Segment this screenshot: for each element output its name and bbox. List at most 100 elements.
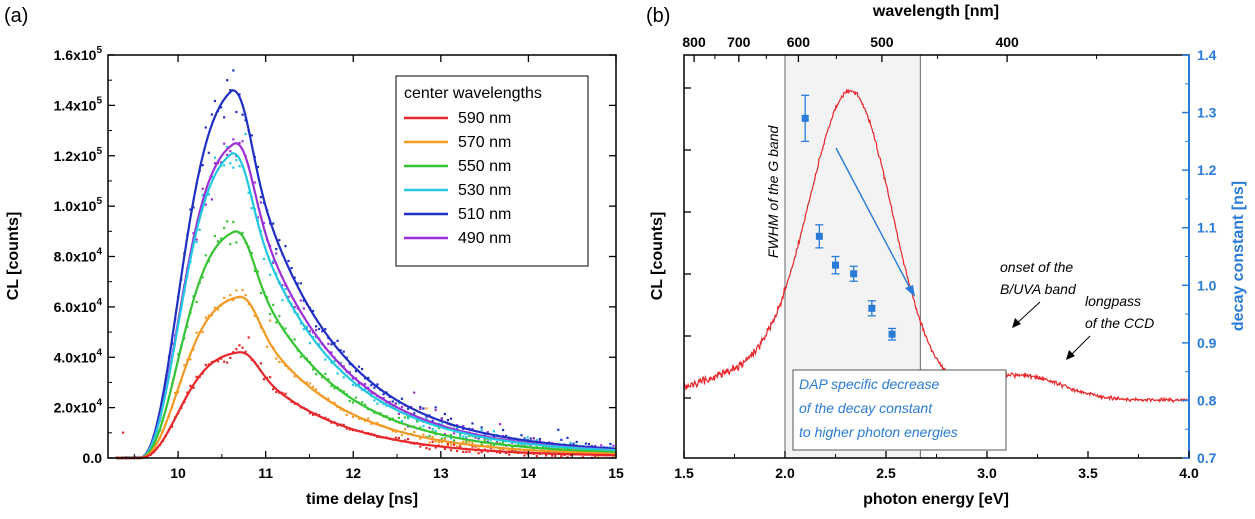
scatter-point (474, 436, 477, 439)
scatter-point (284, 364, 287, 367)
scatter-point (554, 446, 557, 449)
scatter-point (189, 358, 192, 361)
scatter-point (419, 445, 422, 448)
scatter-point (275, 321, 278, 324)
top-tick-label: 800 (682, 34, 706, 50)
scatter-point (229, 150, 232, 153)
scatter-point (244, 132, 247, 136)
scatter-point (357, 417, 361, 420)
scatter-point (293, 306, 296, 309)
scatter-point (305, 381, 309, 384)
scatter-point (204, 254, 207, 257)
scatter-point (443, 438, 446, 441)
y-tick-label: 6.0x104 (54, 297, 103, 315)
scatter-point (449, 433, 453, 437)
scatter-point (348, 371, 351, 374)
scatter-point (229, 356, 232, 359)
scatter-point (253, 181, 256, 184)
scatter-point (541, 446, 545, 449)
scatter-point (192, 206, 195, 209)
scatter-point (232, 138, 235, 141)
scatter-point (207, 314, 210, 317)
scatter-point (443, 432, 446, 436)
scatter-point (219, 161, 223, 164)
x-tick-label: 2.0 (775, 465, 795, 481)
scatter-point (514, 449, 517, 452)
scatter-point (308, 382, 312, 385)
scatter-point (241, 231, 244, 234)
scatter-point (354, 384, 358, 387)
scatter-point (269, 312, 272, 316)
scatter-point (272, 261, 275, 264)
scatter-point (520, 434, 523, 437)
scatter-point (241, 113, 244, 116)
scatter-point (348, 399, 351, 403)
scatter-point (443, 412, 446, 416)
scatter-point (247, 191, 250, 194)
scatter-point (284, 245, 287, 248)
scatter-point (333, 360, 336, 363)
scatter-point (388, 418, 391, 421)
scatter-point (538, 439, 541, 442)
scatter-point (382, 393, 385, 396)
scatter-point (357, 365, 361, 368)
scatter-point (186, 391, 189, 394)
scatter-point (434, 446, 437, 449)
scatter-point (299, 355, 302, 358)
scatter-point (465, 450, 468, 453)
scatter-point (416, 420, 419, 423)
scatter-point (195, 331, 198, 334)
scatter-point (440, 422, 443, 425)
scatter-point (400, 434, 404, 437)
scatter-point (229, 294, 232, 297)
right-tick-label: 1.1 (1197, 220, 1217, 236)
right-tick-label: 1.4 (1197, 47, 1217, 63)
scatter-point (195, 238, 198, 241)
scatter-point (195, 375, 198, 378)
panel-a-x-ticks: 10 11 12 13 14 15 (133, 55, 624, 481)
right-tick-label: 0.9 (1197, 335, 1217, 351)
scatter-point (370, 422, 373, 426)
scatter-point (269, 273, 272, 276)
scatter-point (281, 299, 284, 302)
scatter-point (121, 431, 125, 434)
scatter-point (511, 438, 514, 441)
scatter-point (456, 445, 459, 448)
scatter-point (612, 444, 615, 447)
scatter-point (400, 405, 404, 409)
scatter-point (569, 441, 572, 444)
scatter-point (397, 436, 400, 440)
scatter-point (489, 447, 492, 450)
scatter-point (278, 239, 281, 242)
scatter-point (413, 412, 416, 415)
scatter-point (505, 434, 508, 437)
scatter-point (287, 259, 290, 263)
scatter-point (183, 364, 186, 367)
scatter-point (213, 156, 217, 159)
scatter-point (465, 437, 468, 440)
scatter-point (259, 196, 263, 199)
panel-a-ylabel: CL [counts] (5, 212, 22, 301)
scatter-point (339, 349, 342, 352)
scatter-point (299, 322, 302, 325)
y-tick-label: 1.0x105 (54, 196, 103, 214)
scatter-point (498, 423, 502, 426)
scatter-point (400, 397, 404, 400)
scatter-point (226, 220, 229, 223)
scatter-point (272, 303, 275, 307)
fit-line-510-nm (116, 89, 617, 460)
scatter-point (428, 434, 431, 438)
scatter-point (452, 439, 456, 442)
scatter-point (364, 388, 367, 391)
decay-constant-points (801, 94, 897, 341)
scatter-point (327, 378, 330, 381)
scatter-point (391, 400, 394, 403)
scatter-point (275, 357, 278, 360)
panel-a-y-ticks: 0.0 2.0x104 4.0x104 6.0x104 8.0x104 1.0x105 1.… (54, 45, 616, 466)
scatter-point (459, 435, 462, 438)
panel-b-x-ticks: 1.5 2.0 2.5 3.0 3.5 4.0 (674, 451, 1199, 481)
scatter-point (247, 336, 250, 339)
scatter-point (195, 241, 198, 244)
scatter-point (434, 440, 437, 443)
scatter-point (446, 444, 450, 447)
